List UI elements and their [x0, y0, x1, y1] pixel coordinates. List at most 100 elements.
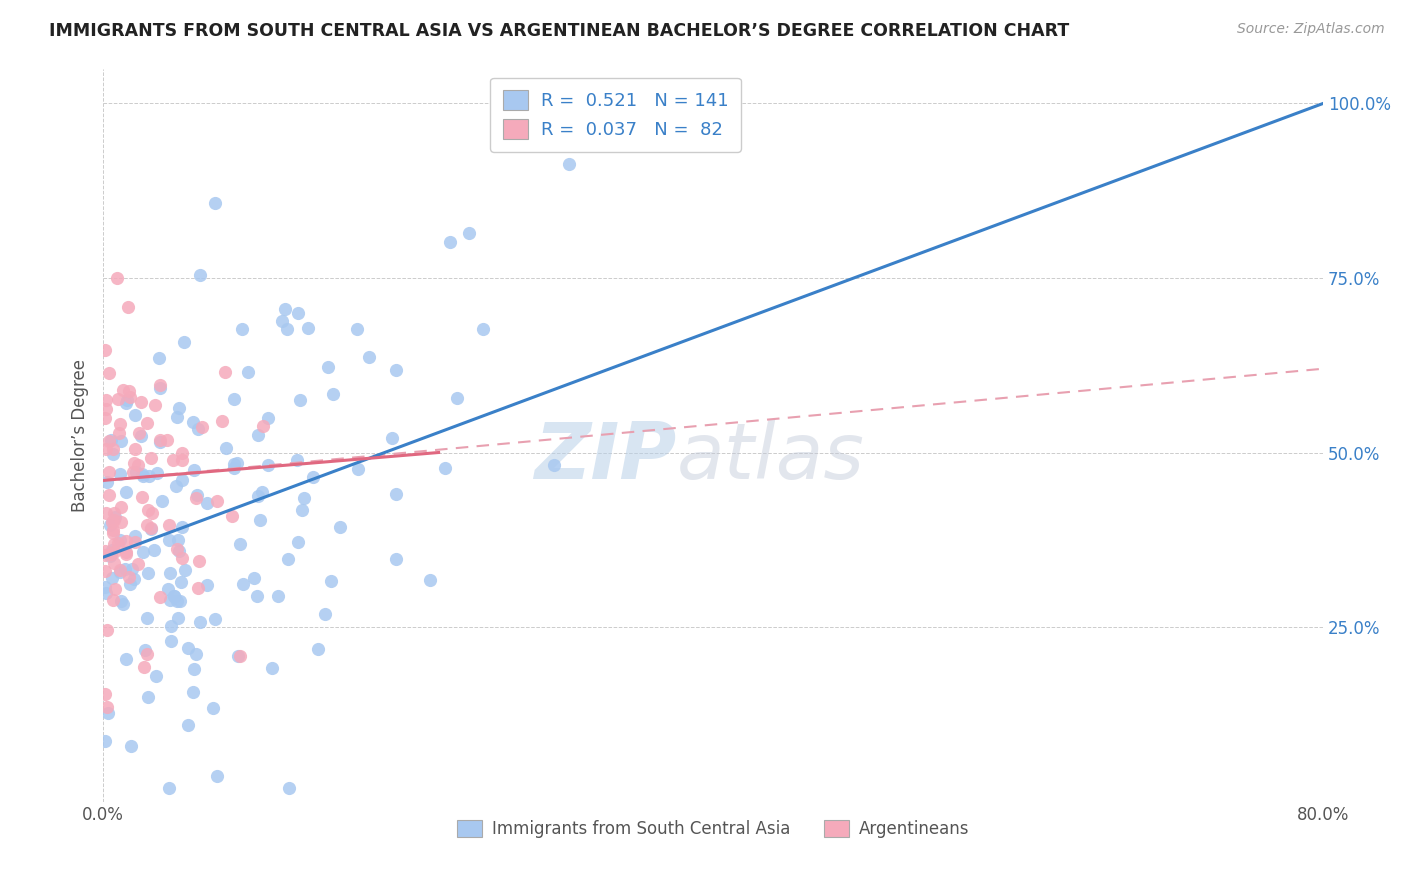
Point	[381, 431, 404, 445]
Point	[186, 487, 208, 501]
Point	[166, 410, 188, 425]
Point	[143, 542, 166, 557]
Point	[419, 573, 441, 587]
Point	[111, 383, 134, 397]
Point	[114, 485, 136, 500]
Point	[131, 490, 153, 504]
Point	[187, 581, 209, 595]
Text: atlas: atlas	[676, 419, 865, 495]
Point	[103, 513, 125, 527]
Point	[297, 320, 319, 334]
Point	[247, 489, 270, 503]
Point	[207, 769, 229, 783]
Point	[249, 512, 271, 526]
Point	[252, 418, 274, 433]
Point	[96, 699, 118, 714]
Point	[270, 314, 292, 328]
Point	[129, 395, 152, 409]
Point	[167, 611, 190, 625]
Point	[160, 634, 183, 648]
Point	[159, 592, 181, 607]
Point	[118, 570, 141, 584]
Point	[385, 551, 408, 566]
Point	[115, 547, 138, 561]
Point	[167, 401, 190, 416]
Point	[136, 647, 159, 661]
Point	[103, 593, 125, 607]
Point	[276, 322, 298, 336]
Point	[117, 392, 139, 407]
Point	[172, 551, 194, 566]
Point	[128, 425, 150, 440]
Point	[173, 334, 195, 349]
Point	[105, 271, 128, 285]
Point	[172, 520, 194, 534]
Point	[160, 619, 183, 633]
Point	[159, 566, 181, 581]
Point	[266, 589, 288, 603]
Point	[229, 536, 252, 550]
Point	[117, 300, 139, 314]
Point	[543, 458, 565, 473]
Point	[229, 648, 252, 663]
Point	[322, 387, 344, 401]
Point	[138, 468, 160, 483]
Legend: Immigrants from South Central Asia, Argentineans: Immigrants from South Central Asia, Arge…	[450, 813, 976, 845]
Point	[197, 578, 219, 592]
Point	[101, 447, 124, 461]
Point	[134, 642, 156, 657]
Point	[163, 589, 186, 603]
Point	[139, 520, 162, 534]
Point	[96, 475, 118, 489]
Point	[150, 494, 173, 508]
Point	[183, 463, 205, 477]
Point	[471, 321, 494, 335]
Point	[104, 582, 127, 596]
Point	[183, 685, 205, 699]
Point	[94, 401, 117, 416]
Point	[110, 566, 132, 580]
Point	[446, 391, 468, 405]
Point	[120, 390, 142, 404]
Point	[93, 543, 115, 558]
Point	[127, 557, 149, 571]
Point	[316, 359, 339, 374]
Point	[93, 734, 115, 748]
Point	[214, 365, 236, 379]
Point	[458, 227, 481, 241]
Point	[191, 420, 214, 434]
Point	[104, 509, 127, 524]
Point	[110, 594, 132, 608]
Point	[359, 350, 381, 364]
Point	[307, 642, 329, 657]
Point	[201, 701, 224, 715]
Point	[314, 607, 336, 621]
Point	[94, 564, 117, 578]
Point	[136, 566, 159, 580]
Point	[97, 488, 120, 502]
Point	[122, 465, 145, 479]
Point	[439, 235, 461, 250]
Point	[186, 491, 208, 505]
Point	[167, 533, 190, 547]
Point	[205, 493, 228, 508]
Point	[287, 306, 309, 320]
Point	[98, 549, 121, 563]
Point	[274, 301, 297, 316]
Point	[93, 580, 115, 594]
Point	[170, 453, 193, 467]
Point	[135, 611, 157, 625]
Point	[103, 545, 125, 559]
Point	[225, 456, 247, 470]
Point	[190, 268, 212, 282]
Point	[120, 739, 142, 753]
Point	[98, 434, 121, 448]
Point	[238, 365, 260, 379]
Point	[262, 661, 284, 675]
Point	[108, 533, 131, 548]
Point	[157, 533, 180, 548]
Point	[101, 515, 124, 529]
Point	[159, 518, 181, 533]
Point	[135, 517, 157, 532]
Point	[101, 442, 124, 456]
